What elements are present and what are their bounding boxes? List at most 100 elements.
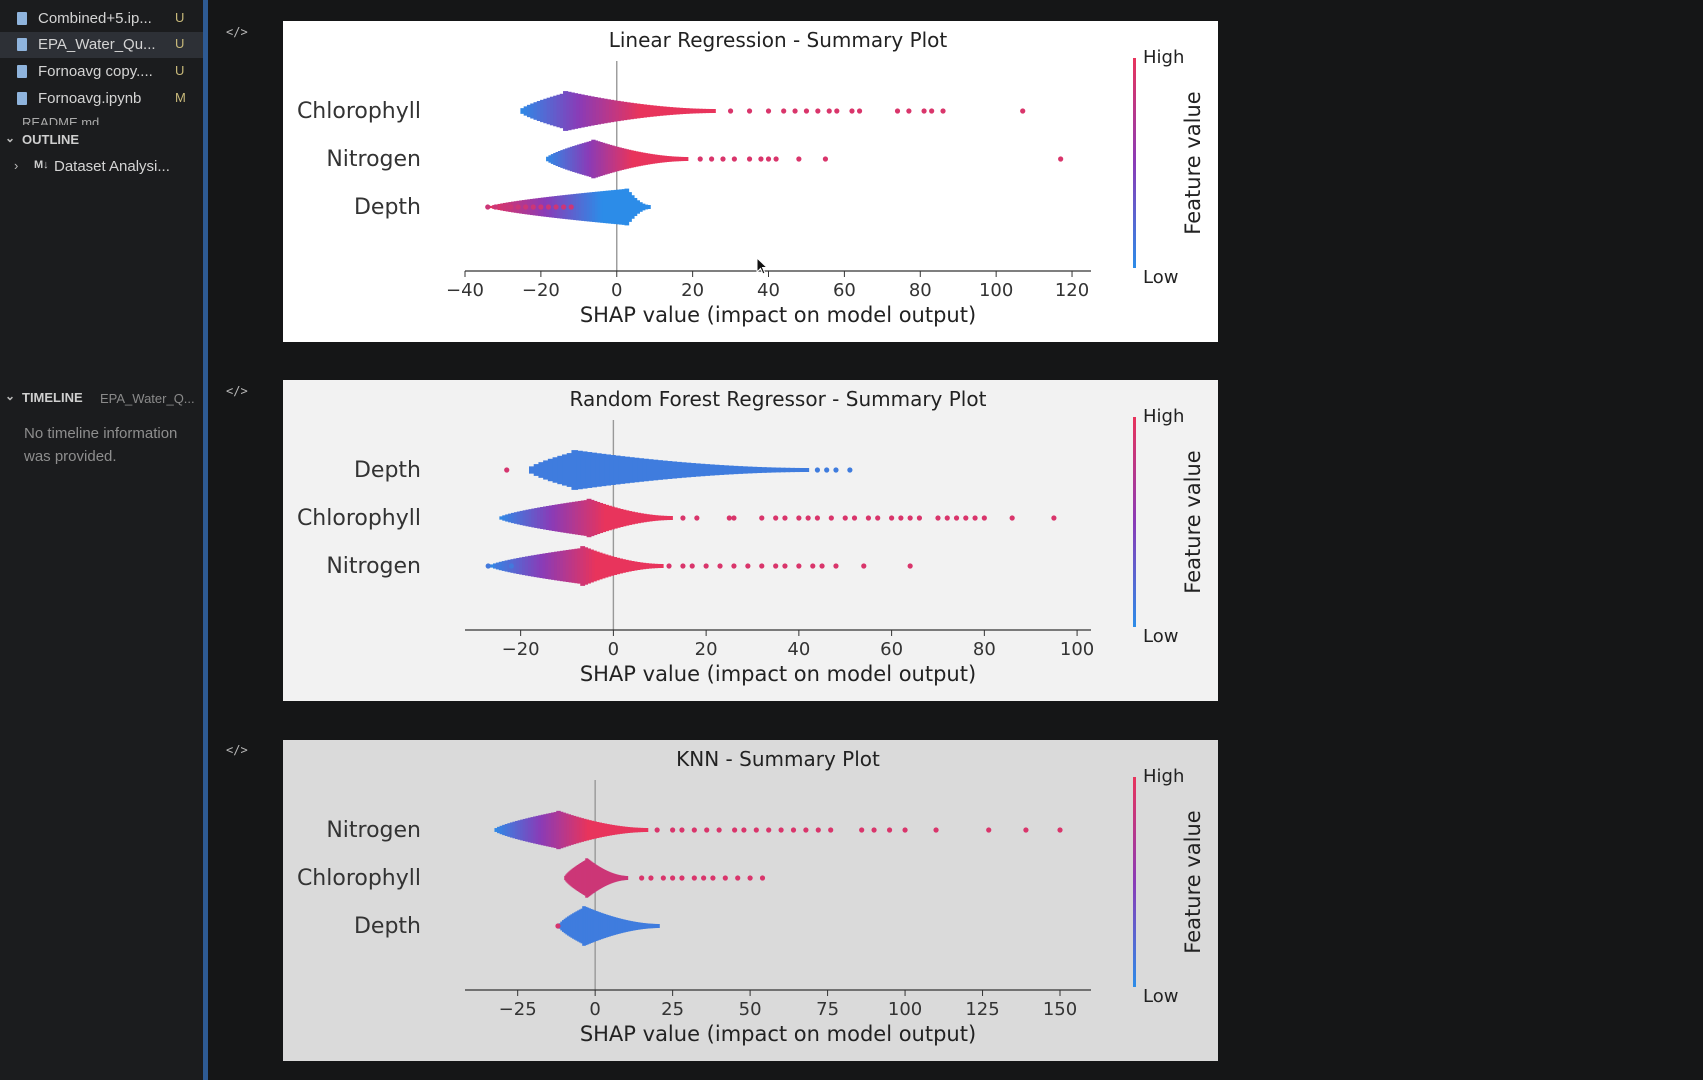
violin-slice — [557, 455, 564, 485]
violin-slice — [527, 555, 533, 577]
violin-slice — [615, 508, 621, 528]
violin-slice — [569, 146, 575, 172]
colorbar-title: Feature value — [1181, 450, 1205, 593]
violin-slice — [530, 103, 536, 119]
violin-slice — [522, 818, 528, 842]
outline-section-header[interactable]: ⌄ OUTLINE — [0, 128, 203, 152]
outlier-point — [782, 563, 788, 569]
violin-slice — [664, 106, 670, 116]
outlier-point — [660, 875, 666, 881]
violin-slice — [573, 193, 578, 221]
violin-slice — [624, 188, 630, 226]
outlier-point — [773, 563, 779, 569]
violin-slice — [638, 827, 644, 833]
violin-slice — [658, 106, 664, 116]
explorer-file[interactable]: Fornoavg.ipynb M — [0, 86, 203, 112]
outlier-point — [856, 108, 863, 114]
x-tick-label: 40 — [787, 639, 810, 660]
violin-slice — [543, 98, 549, 124]
violin-slice — [667, 107, 674, 115]
violin-slice — [632, 457, 640, 483]
violin-slice — [560, 503, 566, 533]
timeline-section-header[interactable]: ⌄ TIMELINE EPA_Water_Q... — [0, 386, 203, 410]
violin-slice — [630, 511, 636, 525]
x-tick-label: 60 — [880, 639, 903, 660]
violin-slice — [537, 507, 543, 529]
violin-slice — [543, 460, 550, 480]
code-toggle-icon[interactable]: </> — [226, 743, 248, 757]
x-tick-label: 120 — [1055, 280, 1089, 301]
violin-slice — [594, 551, 600, 581]
colorbar-low-label: Low — [1143, 626, 1178, 647]
violin-slice — [565, 194, 570, 220]
plot-knn: KNN - Summary Plot Nitrogen Chlorophyll Dep… — [283, 740, 1218, 1061]
violin-slice — [641, 152, 646, 166]
outlier-point — [746, 156, 753, 162]
violin-slice — [665, 515, 670, 521]
violin-slice — [669, 156, 675, 162]
violin-slice — [595, 97, 602, 125]
chevron-right-icon: › — [14, 158, 19, 173]
violin-slice — [568, 549, 574, 583]
x-tick-label: 100 — [979, 280, 1013, 301]
violin-slice — [516, 558, 522, 574]
outlier-point — [834, 108, 840, 114]
violin-slice — [553, 152, 558, 166]
x-tick-label: −20 — [502, 639, 540, 660]
violin-slice — [599, 98, 605, 124]
code-toggle-icon[interactable]: </> — [226, 25, 248, 39]
violin-slice — [501, 561, 507, 571]
violin-slice — [509, 822, 515, 838]
violin-slice — [577, 548, 583, 584]
outlier-point — [814, 467, 821, 473]
violin-slice — [736, 466, 744, 474]
violin-slice — [605, 190, 611, 224]
violin-slice — [589, 499, 595, 537]
outlier-point — [731, 156, 737, 162]
outlier-point — [929, 108, 935, 114]
explorer-file[interactable]: Combined+5.ip... U — [0, 6, 203, 32]
violin-slice — [625, 827, 631, 833]
violin-slice — [569, 92, 575, 130]
code-toggle-icon[interactable]: </> — [226, 384, 248, 398]
outlier-point — [981, 515, 987, 521]
violin-slice — [662, 515, 668, 521]
outlier-point — [815, 827, 821, 833]
outline-item[interactable]: › M↓ Dataset Analysi... — [0, 155, 203, 179]
violin-slice — [582, 95, 588, 127]
violin-slice — [774, 467, 781, 473]
x-tick-label: 0 — [611, 280, 622, 301]
violin-slice — [583, 192, 589, 222]
outlier-point — [906, 108, 912, 114]
mouse-cursor-icon — [756, 257, 769, 275]
violin-slice — [769, 467, 777, 473]
explorer-file[interactable]: Fornoavg copy.... U — [0, 59, 203, 85]
violin-slice — [675, 461, 682, 479]
x-tick-label: 100 — [888, 999, 922, 1020]
violin-slice — [522, 510, 528, 526]
outlier-point — [814, 515, 821, 521]
shap-summary-plot: Random Forest Regressor - Summary Plot De… — [283, 380, 1218, 701]
violin-slice — [708, 464, 715, 476]
outlier-point — [828, 515, 834, 521]
violin-slice — [524, 556, 530, 576]
violin-slice — [684, 108, 690, 114]
violin-slice — [587, 820, 592, 840]
outlier-point — [485, 204, 491, 210]
outlier-point — [694, 515, 700, 521]
shap-summary-plot: Linear Regression - Summary Plot Chloroph… — [283, 21, 1218, 342]
violin-slice — [618, 101, 625, 121]
outlier-point — [727, 108, 734, 114]
explorer-file-selected[interactable]: EPA_Water_Qu... U — [0, 32, 203, 58]
plot-linear-regression: Linear Regression - Summary Plot Chloroph… — [283, 21, 1218, 342]
violin-slice — [533, 464, 541, 476]
explorer-file-clipped[interactable]: README.md — [22, 115, 100, 125]
outlier-point — [561, 204, 567, 210]
timeline-empty-message: No timeline information was provided. — [24, 425, 178, 465]
violin-slice — [612, 825, 618, 835]
violin-slice — [689, 463, 696, 477]
outlier-point — [720, 156, 726, 162]
violin-slice — [605, 824, 610, 836]
violin-slice — [615, 557, 620, 575]
outlier-point — [916, 515, 923, 521]
